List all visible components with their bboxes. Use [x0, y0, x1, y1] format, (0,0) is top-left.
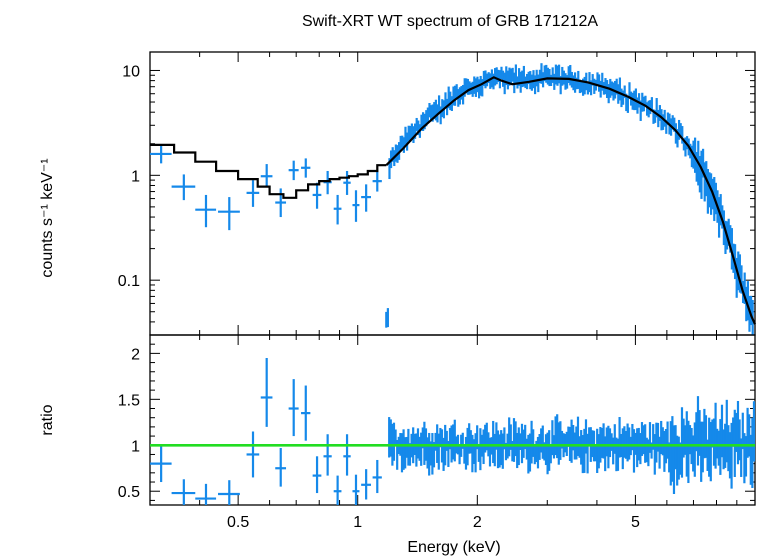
ratio-panel: 0.5 1 2 5 0.5 1 1.5 2: [118, 334, 756, 531]
top-y-axis-label: counts s⁻¹ keV⁻¹: [39, 158, 56, 277]
y-tick-label: 1: [131, 168, 140, 185]
x-tick-label: 2: [473, 514, 482, 531]
model-smooth-curve: [385, 76, 757, 325]
y-tick-label: 1: [131, 438, 140, 455]
x-tick-label: 1: [353, 514, 362, 531]
model-step-curve: [150, 143, 387, 199]
y-tick-label: 2: [131, 346, 140, 363]
y-tick-label: 10: [122, 63, 140, 80]
x-axis-label: Energy (keV): [407, 539, 500, 556]
chart-title: Swift-XRT WT spectrum of GRB 171212A: [302, 13, 598, 30]
x-tick-label: 5: [631, 514, 640, 531]
bottom-y-axis-label: ratio: [39, 404, 56, 435]
spectrum-panel: 0.1 1 10: [118, 51, 757, 336]
y-tick-label: 1.5: [118, 392, 140, 409]
ratio-frame: [149, 334, 756, 506]
x-tick-label: 0.5: [227, 514, 249, 531]
y-tick-label: 0.5: [118, 484, 140, 501]
y-tick-label: 0.1: [118, 273, 140, 290]
